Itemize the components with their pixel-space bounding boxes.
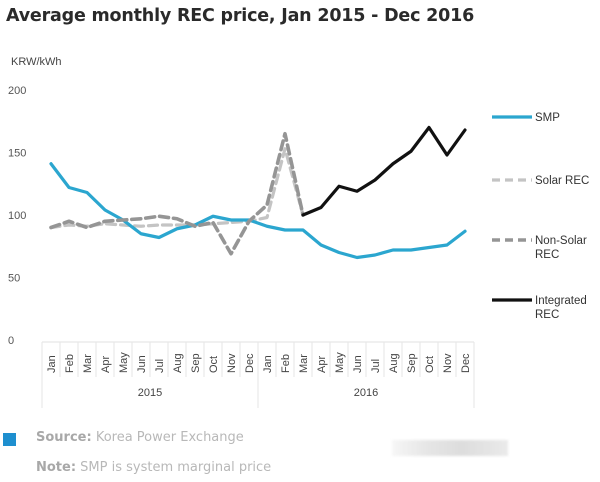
y-axis-unit-label: KRW/kWh	[11, 56, 62, 68]
x-tick-label: Dec	[244, 353, 256, 373]
note-label: Note:	[36, 460, 77, 475]
y-tick-label: 0	[8, 335, 14, 347]
x-tick-label: Jul	[154, 359, 166, 373]
y-axis-ticks: 0 50 100 150 200	[8, 85, 26, 347]
x-tick-label: Oct	[208, 356, 220, 373]
series-line-smp	[49, 162, 467, 260]
x-tick-label: May	[334, 352, 346, 373]
x-tick-label: Mar	[298, 354, 310, 373]
legend-label: SMP	[535, 112, 560, 124]
legend: SMP Solar REC Non-Solar REC Integrated REC	[492, 112, 589, 321]
x-tick-label: Nov	[442, 353, 454, 373]
series-line-integrated-rec	[301, 125, 467, 217]
x-tick-label: Nov	[226, 353, 238, 373]
y-tick-label: 50	[8, 273, 20, 285]
x-tick-label: Jun	[136, 355, 148, 373]
x-tick-label: Aug	[172, 353, 184, 373]
x-tick-label: Jan	[46, 355, 58, 373]
legend-label: Solar REC	[535, 175, 589, 187]
year-label: 2016	[354, 387, 378, 399]
line-chart: 0 50 100 150 200 Jan Feb Mar Apr May Jun Jul Aug Sep…	[8, 85, 589, 408]
y-tick-label: 200	[8, 85, 26, 97]
y-tick-label: 100	[8, 210, 26, 222]
legend-label: Integrated REC	[535, 295, 587, 321]
x-tick-label: Feb	[280, 354, 292, 373]
source-text: Korea Power Exchange	[91, 430, 244, 445]
source-line: Source: Korea Power Exchange	[36, 430, 244, 445]
y-tick-label: 150	[8, 148, 26, 160]
source-label: Source:	[36, 430, 92, 445]
watermark-blur	[392, 440, 508, 456]
note-line: Note: SMP is system marginal price	[36, 460, 271, 475]
x-tick-label: Jul	[370, 359, 382, 373]
legend-label: Non-Solar REC	[535, 235, 587, 261]
x-tick-label: Jan	[262, 355, 274, 373]
x-tick-label: May	[118, 352, 130, 373]
x-tick-label: Mar	[82, 354, 94, 373]
x-tick-label: Apr	[316, 356, 328, 373]
x-tick-label: Jun	[352, 355, 364, 373]
x-tick-label: Oct	[424, 356, 436, 373]
x-tick-label: Sep	[406, 353, 418, 373]
x-tick-label: Sep	[190, 353, 202, 373]
note-text: SMP is system marginal price	[76, 460, 272, 475]
chart-title: Average monthly REC price, Jan 2015 - De…	[6, 6, 475, 26]
x-tick-label: Apr	[100, 356, 112, 373]
x-tick-label: Feb	[64, 354, 76, 373]
source-accent-square	[3, 433, 16, 446]
year-label: 2015	[138, 387, 162, 399]
x-tick-label: Aug	[388, 353, 400, 373]
x-axis: Jan Feb Mar Apr May Jun Jul Aug Sep Oct Nov Dec Jan F…	[41, 341, 475, 408]
series-line-solar-rec	[49, 147, 305, 230]
x-tick-label: Dec	[460, 353, 472, 373]
series-lines	[49, 125, 467, 260]
